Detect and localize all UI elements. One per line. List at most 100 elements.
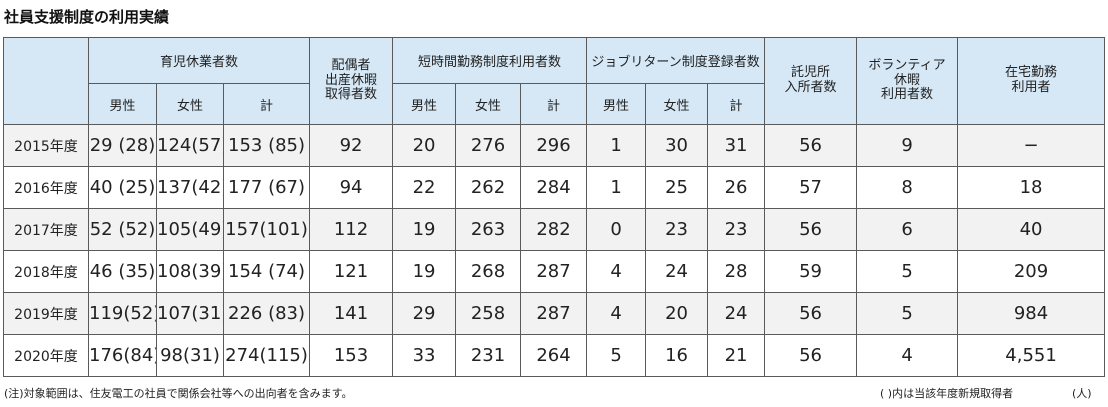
- childcare-female-cell: 137(42): [156, 166, 224, 209]
- childcare-male-cell: 52 (52): [88, 208, 157, 251]
- table-row: 2020年度 176(84) 98(31) 274(115) 153 33 231 264 5 1…: [3, 334, 1106, 377]
- remote-work-cell: 4,551: [957, 334, 1106, 377]
- spouse-leave-cell: 92: [309, 124, 394, 167]
- volunteer-leave-cell: 6: [856, 208, 959, 251]
- job-return-female-cell: 30: [645, 124, 709, 167]
- unit-label: (人): [1072, 387, 1092, 400]
- job-return-male-cell: 5: [586, 334, 647, 377]
- childcare-total-cell: 177 (67): [222, 166, 311, 209]
- volunteer-leave-cell: 8: [856, 166, 959, 209]
- short-time-male-cell: 19: [392, 208, 457, 251]
- volunteer-leave-cell: 9: [856, 124, 959, 167]
- year-cell: 2018年度: [3, 250, 89, 293]
- childcare-total-cell: 157(101): [222, 208, 311, 251]
- nursery-cell: 56: [764, 208, 858, 251]
- nursery-header: 託児所 入所者数: [764, 37, 858, 125]
- year-cell: 2015年度: [3, 124, 89, 167]
- job-return-total-cell: 26: [707, 166, 766, 209]
- table-row: 2018年度 46 (35) 108(39) 154 (74) 121 19 268 287 4…: [3, 250, 1106, 293]
- table-row: 2017年度 52 (52) 105(49) 157(101) 112 19 263 282 0…: [3, 208, 1106, 251]
- childcare-male-cell: 176(84): [88, 334, 157, 377]
- job-return-total-cell: 28: [707, 250, 766, 293]
- short-time-female-header: 女性: [455, 83, 522, 125]
- short-time-female-cell: 262: [455, 166, 522, 209]
- childcare-female-cell: 105(49): [156, 208, 224, 251]
- job-return-female-cell: 23: [645, 208, 709, 251]
- spouse-leave-header-line1: 配偶者: [331, 57, 371, 73]
- nursery-cell: 56: [764, 124, 858, 167]
- spouse-leave-header: 配偶者 出産休暇 取得者数: [309, 37, 394, 125]
- nursery-cell: 59: [764, 250, 858, 293]
- job-return-male-cell: 1: [586, 124, 647, 167]
- short-time-work-header: 短時間勤務制度利用者数: [392, 37, 588, 84]
- childcare-male-cell: 29 (28): [88, 124, 157, 167]
- remote-header-line2: 利用者: [1011, 80, 1051, 95]
- volunteer-header-line3: 利用者数: [881, 87, 934, 103]
- job-return-male-cell: 4: [586, 292, 647, 335]
- short-time-total-cell: 264: [520, 334, 588, 377]
- spouse-leave-cell: 153: [309, 334, 394, 377]
- job-return-female-cell: 24: [645, 250, 709, 293]
- remote-work-header: 在宅勤務 利用者: [957, 37, 1106, 125]
- short-time-total-cell: 287: [520, 292, 588, 335]
- short-time-female-cell: 231: [455, 334, 522, 377]
- year-cell: 2016年度: [3, 166, 89, 209]
- job-return-header: ジョブリターン制度登録者数: [586, 37, 766, 84]
- nursery-cell: 56: [764, 334, 858, 377]
- childcare-leave-header: 育児休業者数: [87, 37, 311, 84]
- year-cell: 2019年度: [3, 292, 89, 335]
- spouse-leave-cell: 112: [309, 208, 394, 251]
- job-return-male-cell: 4: [586, 250, 647, 293]
- short-time-total-cell: 282: [520, 208, 588, 251]
- job-return-total-cell: 24: [707, 292, 766, 335]
- spouse-leave-header-line3: 取得者数: [325, 87, 378, 103]
- childcare-total-cell: 154 (74): [222, 250, 311, 293]
- childcare-male-header: 男性: [88, 83, 157, 125]
- job-return-male-header: 男性: [586, 83, 647, 125]
- job-return-male-cell: 1: [586, 166, 647, 209]
- parenthesis-legend: ( )内は当該年度新規取得者: [880, 387, 1014, 400]
- job-return-total-cell: 21: [707, 334, 766, 377]
- spouse-leave-cell: 94: [309, 166, 394, 209]
- childcare-male-cell: 119(52): [88, 292, 157, 335]
- table-row: 2015年度 29 (28) 124(57) 153 (85) 92 20 276 296 1 3…: [3, 124, 1106, 167]
- short-time-female-cell: 263: [455, 208, 522, 251]
- volunteer-header-line1: ボランティア: [868, 57, 946, 73]
- year-cell: 2017年度: [3, 208, 89, 251]
- remote-header-line1: 在宅勤務: [1005, 65, 1058, 81]
- spouse-leave-cell: 141: [309, 292, 394, 335]
- childcare-total-cell: 274(115): [222, 334, 311, 377]
- footnote: (注)対象範囲は、住友電工の社員で関係会社等への出向者を含みます。: [4, 387, 353, 400]
- short-time-male-cell: 22: [392, 166, 457, 209]
- volunteer-leave-header: ボランティア 休暇 利用者数: [856, 37, 959, 125]
- year-cell: 2020年度: [3, 334, 89, 377]
- table-row: 2019年度 119(52) 107(31) 226 (83) 141 29 258 287 4…: [3, 292, 1106, 335]
- short-time-male-cell: 33: [392, 334, 457, 377]
- corner-header-cell: [3, 37, 89, 125]
- nursery-cell: 57: [764, 166, 858, 209]
- childcare-female-cell: 98(31): [156, 334, 224, 377]
- volunteer-leave-cell: 5: [856, 292, 959, 335]
- short-time-male-header: 男性: [392, 83, 457, 125]
- remote-work-cell: 209: [957, 250, 1106, 293]
- nursery-header-line1: 託児所: [791, 65, 831, 81]
- nursery-cell: 56: [764, 292, 858, 335]
- page-title: 社員支援制度の利用実績: [4, 8, 170, 26]
- job-return-total-header: 計: [707, 83, 766, 125]
- table-row: 2016年度 40 (25) 137(42) 177 (67) 94 22 262 284 1 2…: [3, 166, 1106, 209]
- short-time-female-cell: 276: [455, 124, 522, 167]
- job-return-male-cell: 0: [586, 208, 647, 251]
- job-return-female-cell: 20: [645, 292, 709, 335]
- job-return-total-cell: 23: [707, 208, 766, 251]
- table-body: 2015年度 29 (28) 124(57) 153 (85) 92 20 276 296 1 3…: [3, 124, 1106, 377]
- nursery-header-line2: 入所者数: [784, 80, 837, 95]
- childcare-female-cell: 107(31): [156, 292, 224, 335]
- remote-work-cell: −: [957, 124, 1106, 167]
- spouse-leave-cell: 121: [309, 250, 394, 293]
- short-time-total-cell: 296: [520, 124, 588, 167]
- volunteer-leave-cell: 4: [856, 334, 959, 377]
- short-time-male-cell: 20: [392, 124, 457, 167]
- short-time-female-cell: 268: [455, 250, 522, 293]
- job-return-female-header: 女性: [645, 83, 709, 125]
- short-time-female-cell: 258: [455, 292, 522, 335]
